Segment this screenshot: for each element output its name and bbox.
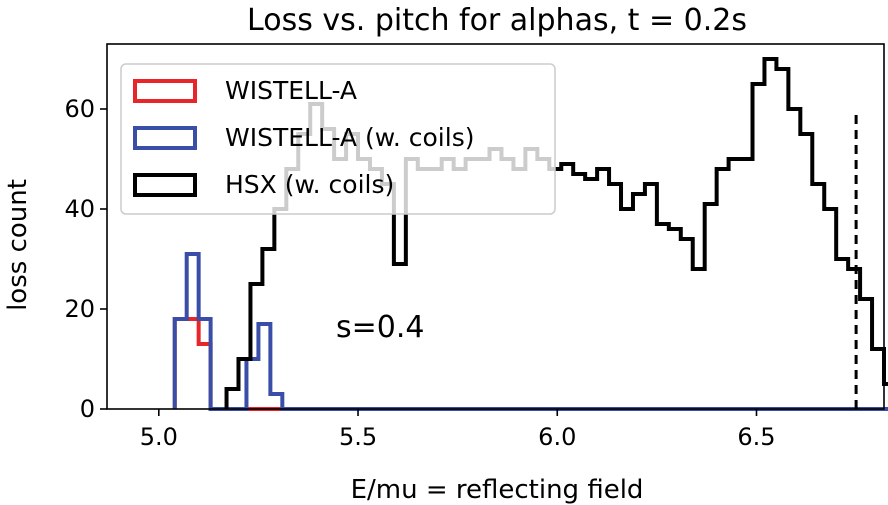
y-tick-label: 40 xyxy=(64,195,95,223)
y-axis-ticks: 0 20 40 60 xyxy=(64,95,107,423)
y-tick-label: 60 xyxy=(64,95,95,123)
x-tick-label: 6.0 xyxy=(538,423,576,451)
legend-label-2: WISTELL-A (w. coils) xyxy=(225,123,474,152)
x-axis-label: E/mu = reflecting field xyxy=(351,475,644,505)
x-axis-ticks: 5.0 5.5 6.0 6.5 xyxy=(140,409,776,451)
y-axis-label: loss count xyxy=(3,179,33,311)
x-tick-label: 6.5 xyxy=(737,423,775,451)
y-tick-label: 0 xyxy=(80,395,95,423)
x-tick-label: 5.5 xyxy=(339,423,377,451)
legend-swatch-1 xyxy=(133,79,197,103)
plot-frame xyxy=(106,43,885,410)
legend-box xyxy=(120,63,556,215)
y-tick-label: 20 xyxy=(64,295,95,323)
legend: WISTELL-A WISTELL-A (w. coils) HSX (w. coi… xyxy=(120,63,556,215)
legend-label-3: HSX (w. coils) xyxy=(225,170,394,199)
legend-label-1: WISTELL-A xyxy=(225,76,357,105)
chart-title: Loss vs. pitch for alphas, t = 0.2s xyxy=(247,3,747,38)
x-tick-label: 5.0 xyxy=(140,423,178,451)
legend-swatch-3 xyxy=(133,173,197,197)
series-1-line xyxy=(172,317,888,411)
legend-swatch-2 xyxy=(133,126,197,150)
annotation-label: s=0.4 xyxy=(336,310,424,345)
